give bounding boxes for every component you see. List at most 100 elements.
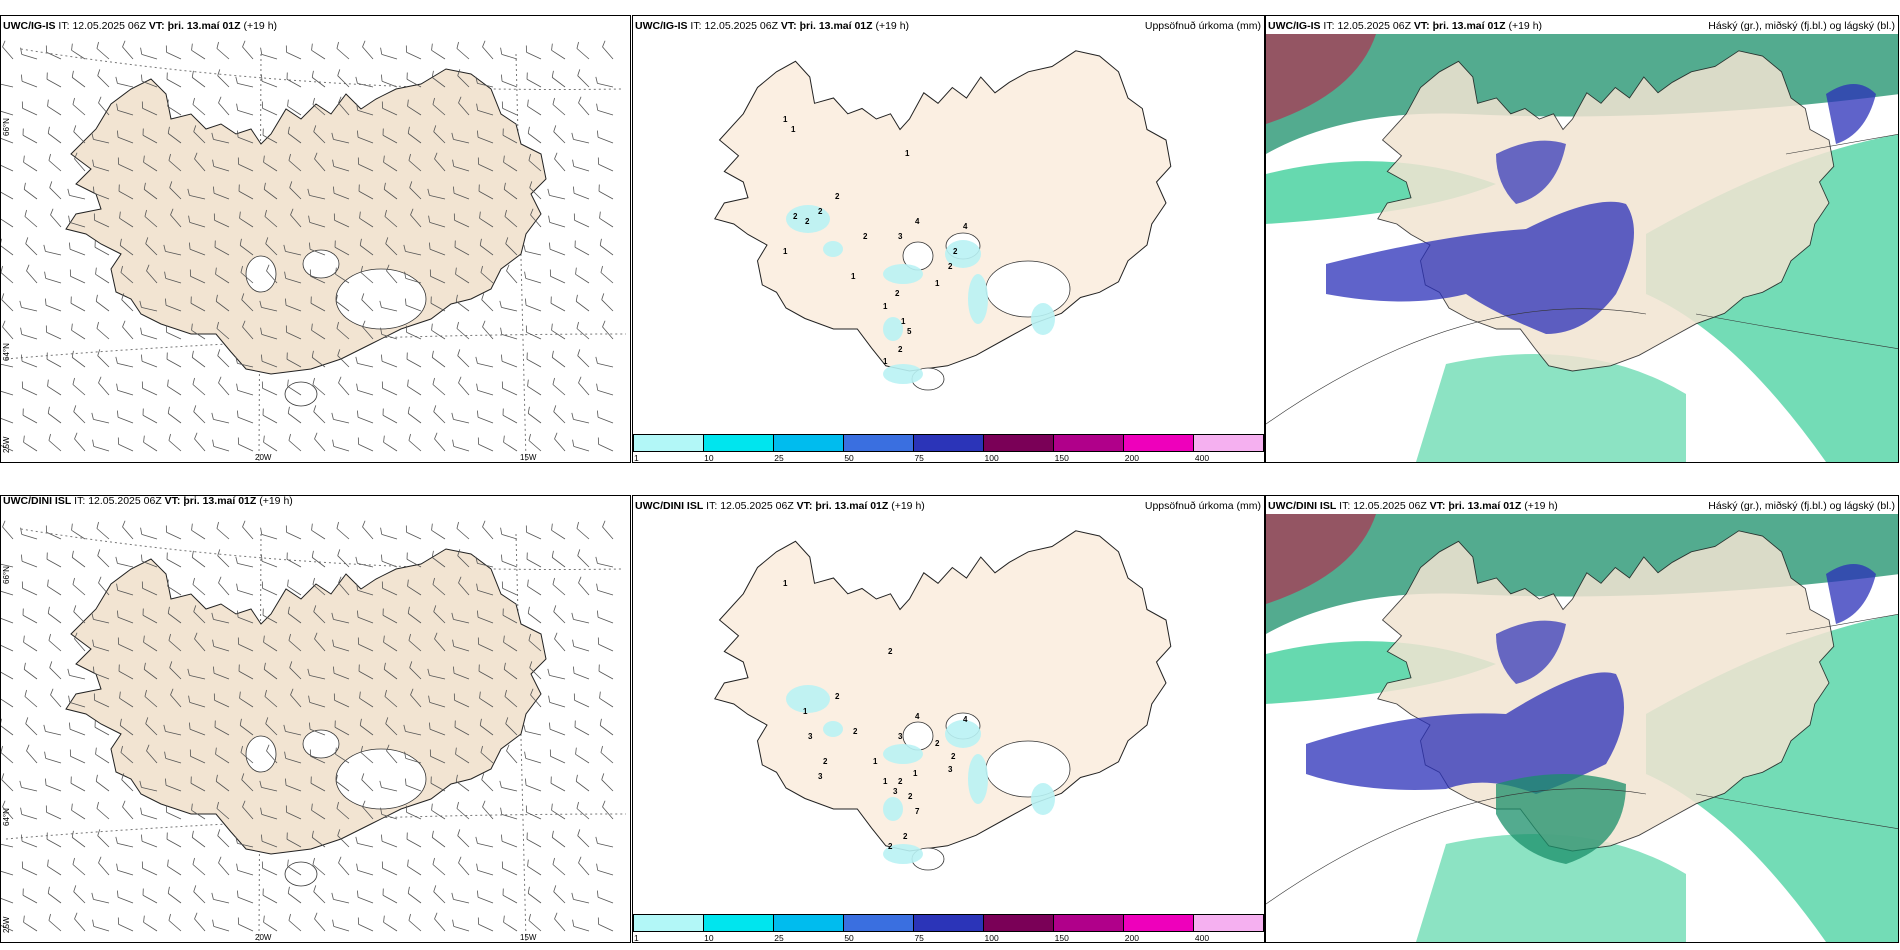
- wind-barb: [577, 549, 590, 568]
- wind-barb: [310, 296, 326, 312]
- wind-barb: [191, 43, 206, 60]
- wind-barb: [286, 832, 302, 848]
- wind-barb: [218, 376, 230, 396]
- wind-barb: [482, 40, 494, 60]
- wind-barb: [139, 780, 158, 792]
- wind-barb: [596, 583, 614, 596]
- wind-barb: [338, 376, 350, 396]
- wind-barb: [578, 376, 590, 396]
- wind-barb: [263, 435, 278, 452]
- wind-barb: [502, 408, 518, 424]
- precip-value-label: 4: [963, 715, 968, 724]
- graticule-line: [515, 53, 527, 462]
- wind-barb: [501, 74, 518, 88]
- wind-barb: [481, 293, 494, 312]
- wind-barb: [476, 103, 494, 116]
- wind-barb: [43, 244, 62, 256]
- wind-barb: [551, 830, 566, 848]
- model-name: UWC/IG-IS: [635, 20, 688, 32]
- wind-barb: [549, 749, 566, 764]
- precip-value-label: 2: [888, 647, 893, 656]
- wind-barb: [119, 238, 134, 256]
- precip-value-label: 2: [898, 777, 903, 786]
- wind-barb: [333, 213, 350, 228]
- wind-barb: [333, 186, 350, 200]
- wind-barb: [504, 209, 518, 228]
- wind-barb: [596, 103, 614, 116]
- wind-barb: [479, 691, 494, 708]
- wind-barb: [26, 744, 38, 764]
- wind-barb: [572, 639, 590, 652]
- wind-barb: [166, 352, 182, 368]
- wind-barb: [117, 130, 134, 144]
- precip-value-label: 4: [963, 222, 968, 231]
- wind-barb: [46, 832, 62, 848]
- wind-barb: [187, 668, 206, 680]
- wind-barb: [405, 325, 422, 340]
- wind-barb: [166, 72, 182, 88]
- wind-barb: [503, 662, 518, 680]
- wind-map: [1, 34, 630, 462]
- wind-barb: [600, 745, 614, 764]
- wind-barb: [527, 99, 542, 116]
- wind-barb: [433, 605, 446, 624]
- wind-barb: [574, 720, 590, 736]
- wind-barb: [290, 688, 302, 708]
- wind-barb: [1, 643, 14, 652]
- graticule-line: [1785, 134, 1898, 155]
- wind-barb: [216, 521, 230, 540]
- wind-barb: [575, 267, 590, 284]
- wind-barb: [288, 633, 302, 652]
- wind-barb: [119, 691, 134, 708]
- precip-value-label: 1: [783, 579, 788, 588]
- wind-barb: [431, 323, 446, 340]
- wind-barb: [336, 41, 350, 60]
- colorbar-swatch: [984, 435, 1054, 451]
- wind-barb: [501, 834, 518, 848]
- wind-barb: [71, 323, 86, 340]
- wind-barb: [45, 525, 62, 540]
- wind-barb: [237, 890, 254, 904]
- wind-barb: [429, 749, 446, 764]
- wind-barb: [528, 433, 542, 452]
- wind-barb: [284, 271, 302, 284]
- colorbar-swatch: [704, 915, 774, 931]
- valid-time: þri. 13.maí 01Z: [183, 495, 257, 507]
- wind-barb: [502, 888, 518, 904]
- wind-barb: [452, 159, 470, 172]
- wind-barb: [170, 688, 182, 708]
- wind-barb: [380, 327, 398, 340]
- wind-barb: [71, 550, 86, 568]
- wind-barb: [552, 97, 566, 116]
- colorbar-swatch: [1124, 915, 1194, 931]
- wind-barb: [475, 76, 494, 88]
- wind-barb: [262, 408, 278, 424]
- wind-barb: [21, 381, 38, 396]
- wind-barb: [142, 128, 158, 144]
- wind-barb: [431, 830, 446, 848]
- init-time: 12.05.2025 06Z: [1337, 20, 1411, 32]
- wind-barb: [357, 917, 374, 932]
- wind-barb: [237, 917, 254, 932]
- colorbar-tick-label: 50: [844, 453, 854, 463]
- colorbar-tick-label: 400: [1194, 453, 1210, 463]
- wind-barb: [47, 126, 62, 144]
- wind-barb: [91, 412, 110, 424]
- wind-barb: [287, 606, 302, 624]
- wind-barb: [334, 240, 350, 256]
- precip-area: [968, 754, 988, 804]
- wind-barb: [573, 186, 590, 200]
- wind-barb: [46, 352, 62, 368]
- wind-barb: [122, 40, 134, 60]
- wind-barb: [236, 583, 254, 596]
- wind-barb: [453, 666, 470, 680]
- wind-barb: [93, 186, 110, 200]
- wind-barb: [482, 800, 494, 820]
- wind-barb: [264, 689, 278, 708]
- wind-barb: [73, 605, 86, 624]
- wind-barb: [93, 213, 110, 228]
- wind-barb: [503, 635, 518, 652]
- wind-barb: [430, 296, 446, 312]
- wind-barb: [191, 350, 206, 368]
- wind-barb: [429, 269, 446, 284]
